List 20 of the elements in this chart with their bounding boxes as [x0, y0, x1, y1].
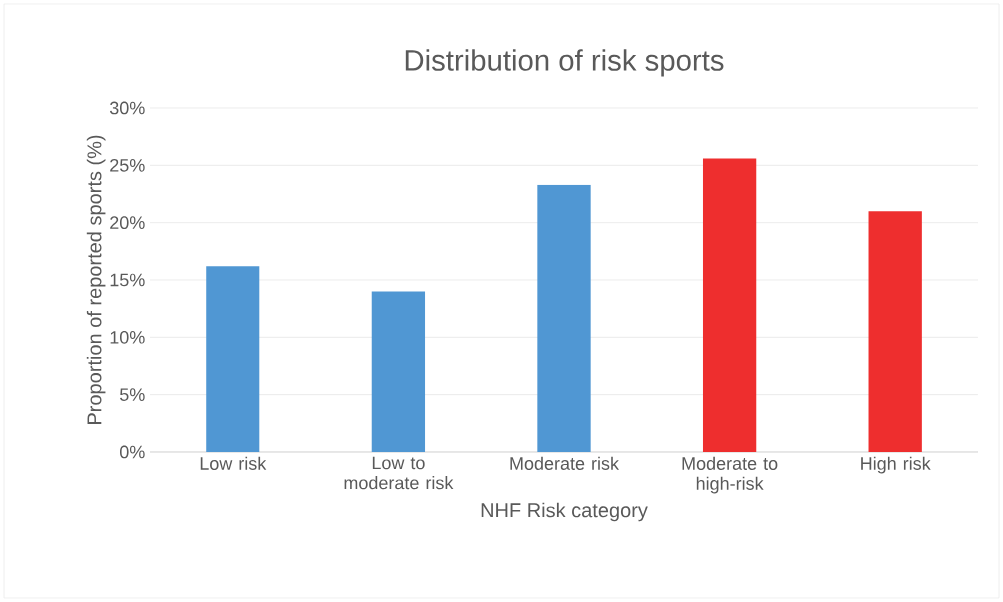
y-tick-label: 5% [119, 388, 145, 401]
chart-title: Distribution of risk sports [405, 49, 724, 77]
y-tick-label: 30% [109, 101, 145, 115]
x-axis-title: NHF Risk category [481, 502, 648, 522]
x-tick-label: Moderate to high-risk [682, 456, 778, 494]
x-tick-label: Low to moderate risk [344, 456, 454, 490]
y-tick-label: 0% [119, 445, 145, 459]
y-axis-title: Proportion of reported sports (%) [86, 135, 106, 424]
bar [537, 184, 591, 452]
x-tick-label: Low risk [200, 456, 267, 470]
y-tick-label: 20% [110, 216, 145, 230]
x-tick-label: High risk [861, 456, 931, 474]
x-tick-label: Moderate risk [510, 456, 620, 470]
bar [371, 291, 426, 452]
y-tick-label: 10% [110, 330, 145, 344]
bar [206, 266, 260, 452]
y-tick-label: 25% [110, 158, 145, 172]
bar [868, 211, 922, 452]
y-tick-label: 15% [110, 273, 145, 287]
bar [702, 158, 757, 452]
